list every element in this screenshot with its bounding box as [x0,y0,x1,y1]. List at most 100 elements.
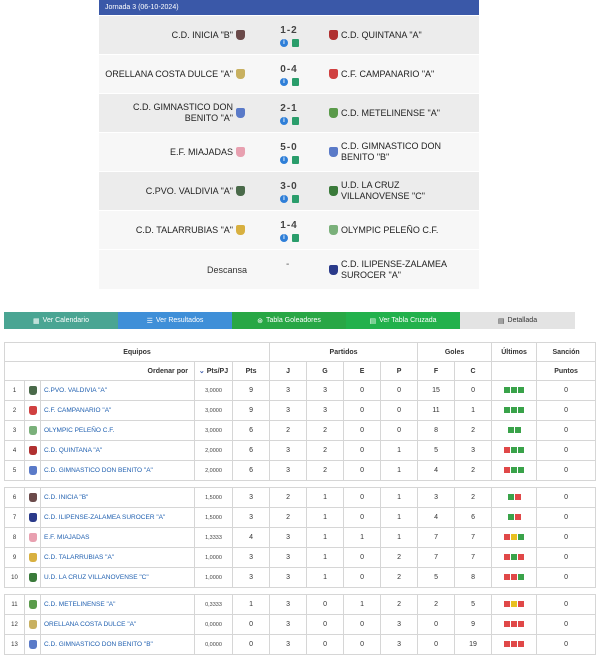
away-team[interactable]: C.D. GIMNASTICO DON BENITO "B" [329,133,469,171]
home-team[interactable]: ORELLANA COSTA DULCE "A" [99,55,245,93]
home-team[interactable]: C.PVO. VALDIVIA "A" [99,172,245,210]
f-cell: 3 [417,487,456,508]
team-link[interactable]: C.PVO. VALDIVIA "A" [44,387,108,394]
match-report-icon[interactable] [292,234,299,242]
crest-cell [24,614,41,635]
pts-cell: 6 [231,440,271,461]
home-team[interactable]: C.D. GIMNASTICO DON BENITO "A" [99,94,245,132]
c-cell: 5 [454,594,493,615]
team-link[interactable]: E.F. MIAJADAS [44,534,90,541]
team-link[interactable]: C.F. CAMPANARIO "A" [44,407,112,414]
p-cell: 1 [380,507,419,528]
match-report-icon[interactable] [292,39,299,47]
info-icon[interactable]: i [280,156,288,164]
home-team-name: C.D. GIMNASTICO DON BENITO "A" [132,102,233,123]
matchday-title: Jornada 3 (06-10-2024) [99,0,479,15]
loss-badge [514,513,521,520]
info-icon[interactable]: i [280,195,288,203]
c-cell: 2 [454,460,493,481]
rest-row: Descansa - C.D. ILIPENSE-ZALAMEA SUROCER… [99,250,479,289]
cross-table-label: Ver Tabla Cruzada [379,317,437,324]
table-row: 4 C.D. QUINTANA "A" 2,0000 6 3 2 0 1 5 3… [4,440,596,461]
win-badge [511,386,518,393]
away-team[interactable]: U.D. LA CRUZ VILLANOVENSE "C" [329,172,469,210]
team-link[interactable]: C.D. TALARRUBIAS "A" [44,554,115,561]
team-cell: U.D. LA CRUZ VILLANOVENSE "C" [40,567,195,588]
match-row: C.PVO. VALDIVIA "A" 3-0 i U.D. LA CRUZ V… [99,172,479,210]
sanction-cell: 0 [536,547,596,568]
match-report-icon[interactable] [292,156,299,164]
home-team-name: C.D. TALARRUBIAS "A" [135,224,233,235]
match-score: 5-0 [280,142,298,153]
crest-cell [24,507,41,528]
j-cell: 3 [269,547,308,568]
view-results-button[interactable]: ☰ Ver Resultados [118,312,232,329]
detailed-button[interactable]: ▤ Detallada [460,312,575,329]
home-team-crest-icon [236,108,245,118]
scorers-table-button[interactable]: ⊛ Tabla Goleadores [232,312,346,329]
score-block: 1-4 i [277,211,303,249]
team-link[interactable]: C.D. QUINTANA "A" [44,447,103,454]
win-badge [511,553,518,560]
team-link[interactable]: C.D. GIMNASTICO DON BENITO "A" [44,467,153,474]
pts-pj-cell: 0,3333 [194,594,233,615]
c-cell: 2 [454,420,493,441]
match-report-icon[interactable] [292,117,299,125]
team-crest-icon [28,386,37,395]
away-team[interactable]: C.D. METELINENSE "A" [329,94,469,132]
away-team[interactable]: C.F. CAMPANARIO "A" [329,55,469,93]
team-crest-icon [28,620,37,629]
match-report-icon[interactable] [292,78,299,86]
c-header: C [454,361,493,381]
table-row: 13 C.D. GIMNASTICO DON BENITO "B" 0,0000… [4,634,596,655]
f-cell: 5 [417,440,456,461]
away-team[interactable]: OLYMPIC PELEÑO C.F. [329,211,469,249]
list-icon: ☰ [146,317,153,325]
table-row: 9 C.D. TALARRUBIAS "A" 1,0000 3 3 1 0 2 … [4,547,596,568]
table-row: 3 OLYMPIC PELEÑO C.F. 3,0000 6 2 2 0 0 8… [4,420,596,441]
info-icon[interactable]: i [280,117,288,125]
team-link[interactable]: C.D. GIMNASTICO DON BENITO "B" [44,641,153,648]
last-results-cell [491,507,538,528]
team-link[interactable]: OLYMPIC PELEÑO C.F. [44,427,115,434]
e-cell: 1 [343,527,382,548]
position-cell: 3 [4,420,25,441]
last-results-cell [491,420,538,441]
home-team[interactable]: C.D. TALARRUBIAS "A" [99,211,245,249]
f-cell: 2 [417,594,456,615]
info-icon[interactable]: i [280,78,288,86]
sanction-cell: 0 [536,594,596,615]
away-team-crest-icon [329,225,338,235]
win-badge [511,466,518,473]
win-badge [507,493,514,500]
home-team[interactable]: C.D. INICIA "B" [99,16,245,54]
cross-table-button[interactable]: ▤ Ver Tabla Cruzada [346,312,460,329]
team-link[interactable]: C.D. ILIPENSE-ZALAMEA SUROCER "A" [44,514,166,521]
home-team-crest-icon [236,147,245,157]
match-report-icon[interactable] [292,195,299,203]
sanction-cell: 0 [536,614,596,635]
team-link[interactable]: C.D. METELINENSE "A" [44,601,116,608]
p-cell: 0 [380,400,419,421]
sanction-cell: 0 [536,567,596,588]
away-team[interactable]: C.D. QUINTANA "A" [329,16,469,54]
team-link[interactable]: C.D. INICIA "B" [44,494,89,501]
c-cell: 7 [454,547,493,568]
last-empty-header [491,361,538,381]
p-cell: 3 [380,614,419,635]
home-team[interactable]: E.F. MIAJADAS [99,133,245,171]
g-cell: 0 [306,594,345,615]
info-icon[interactable]: i [280,234,288,242]
win-badge [518,386,525,393]
rest-team[interactable]: C.D. ILIPENSE-ZALAMEA SUROCER "A" [329,250,469,289]
match-row: C.D. TALARRUBIAS "A" 1-4 i OLYMPIC PELEÑ… [99,211,479,249]
view-calendar-button[interactable]: ▦ Ver Calendario [4,312,118,329]
team-link[interactable]: ORELLANA COSTA DULCE "A" [44,621,137,628]
pts-header[interactable]: Pts [231,361,271,381]
pts-pj-sort-header[interactable]: ⌄ Pts/PJ [194,361,233,381]
team-link[interactable]: U.D. LA CRUZ VILLANOVENSE "C" [44,574,149,581]
f-cell: 8 [417,420,456,441]
last-results-cell [491,460,538,481]
e-cell: 0 [343,507,382,528]
info-icon[interactable]: i [280,39,288,47]
